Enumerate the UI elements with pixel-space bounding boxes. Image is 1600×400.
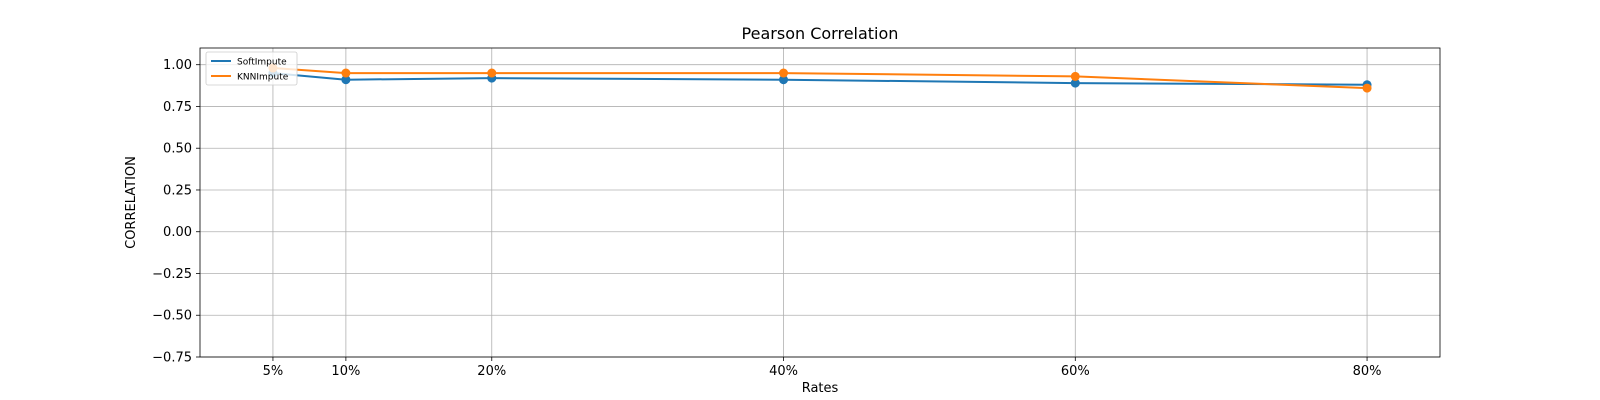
- x-tick-label: 10%: [331, 364, 360, 379]
- series-line: [272, 67, 1368, 90]
- y-tick-label: 0.50: [163, 142, 192, 157]
- data-point: [1362, 83, 1372, 93]
- x-tick-label: 20%: [477, 364, 506, 379]
- y-axis-title: CORRELATION: [124, 156, 139, 249]
- data-point: [1070, 71, 1080, 81]
- grid: [200, 48, 1440, 358]
- y-axis: −0.75 −0.50 −0.25 0.00 0.25 0.50 0.75 1.00: [152, 58, 200, 366]
- data-point: [1070, 78, 1080, 88]
- y-tick-label: 0.25: [163, 183, 192, 198]
- series-line: [272, 72, 1368, 86]
- x-axis-title: Rates: [802, 381, 839, 396]
- legend-label: KNNImpute: [237, 73, 289, 83]
- x-tick-label: 5%: [263, 364, 284, 379]
- chart-title: Pearson Correlation: [742, 24, 899, 43]
- legend: SoftImpute KNNImpute: [205, 51, 298, 86]
- data-point: [341, 75, 351, 85]
- plot-area-frame: [199, 47, 1441, 358]
- y-tick-label: 1.00: [163, 58, 192, 73]
- y-tick-label: −0.50: [152, 309, 192, 324]
- x-tick-label: 60%: [1061, 364, 1090, 379]
- y-tick-label: −0.75: [152, 351, 192, 366]
- data-point: [779, 68, 789, 78]
- series-softimpute: [268, 68, 1372, 90]
- series-layer: [268, 63, 1372, 93]
- x-tick-label: 80%: [1353, 364, 1382, 379]
- y-tick-label: 0.00: [163, 225, 192, 240]
- legend-label: SoftImpute: [237, 58, 287, 68]
- y-tick-label: −0.25: [152, 267, 192, 282]
- data-point: [779, 75, 789, 85]
- x-tick-label: 40%: [769, 364, 798, 379]
- data-point: [341, 68, 351, 78]
- data-point: [487, 68, 497, 78]
- x-axis: 5% 10% 20% 40% 60% 80%: [263, 357, 1382, 379]
- y-tick-label: 0.75: [163, 100, 192, 115]
